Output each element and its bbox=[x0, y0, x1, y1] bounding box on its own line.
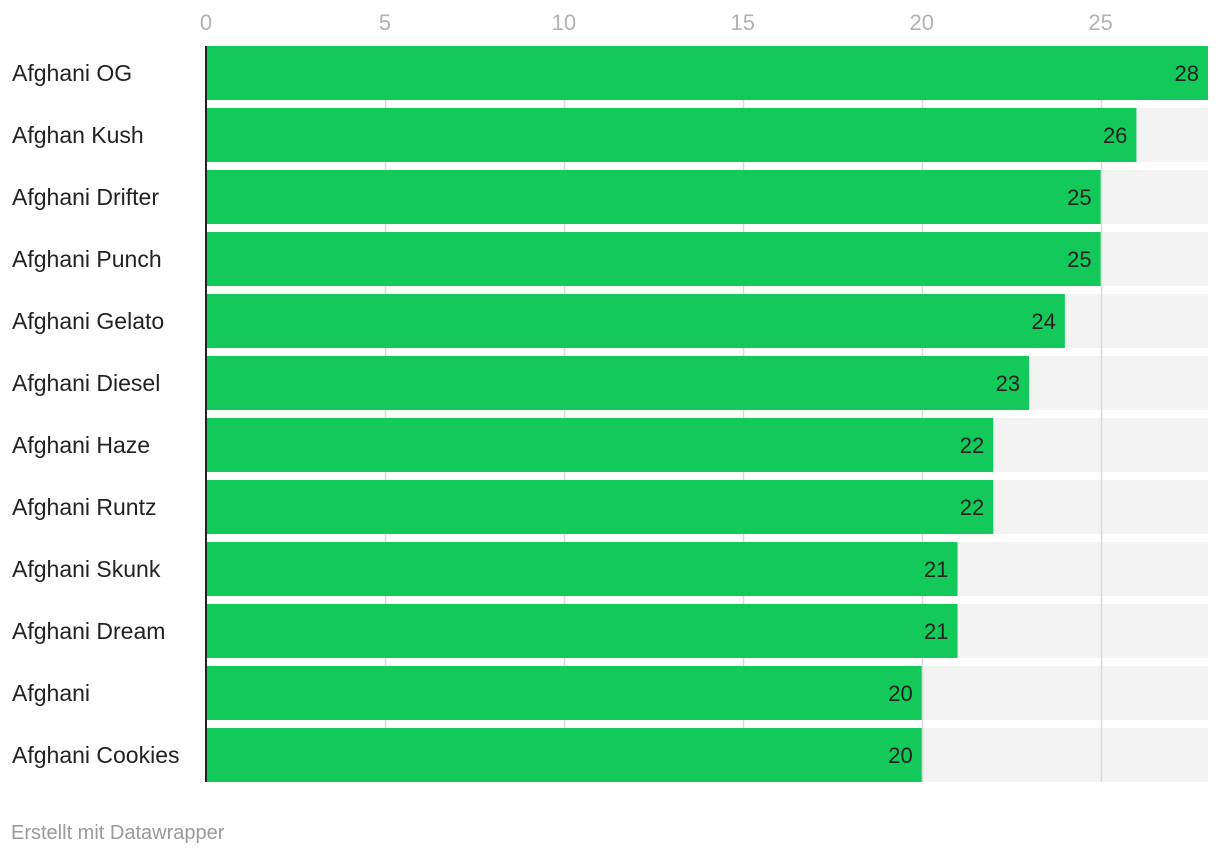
bar[interactable] bbox=[206, 294, 1065, 348]
value-label: 24 bbox=[1031, 309, 1055, 334]
value-label: 28 bbox=[1175, 61, 1199, 86]
footer-credit[interactable]: Erstellt mit Datawrapper bbox=[11, 822, 225, 844]
x-tick-label: 0 bbox=[200, 10, 212, 35]
category-label: Afghani Gelato bbox=[12, 308, 164, 334]
value-label: 22 bbox=[960, 495, 984, 520]
category-label: Afghani Runtz bbox=[12, 494, 156, 520]
bar[interactable] bbox=[206, 418, 994, 472]
bar[interactable] bbox=[206, 170, 1101, 224]
category-label: Afghani Dream bbox=[12, 618, 165, 644]
x-tick-label: 5 bbox=[379, 10, 391, 35]
value-label: 20 bbox=[888, 743, 912, 768]
category-label: Afghani bbox=[12, 680, 90, 706]
bar[interactable] bbox=[206, 356, 1030, 410]
value-label: 20 bbox=[888, 681, 912, 706]
value-label: 22 bbox=[960, 433, 984, 458]
value-label: 23 bbox=[996, 371, 1020, 396]
category-label: Afghan Kush bbox=[12, 122, 144, 148]
bar[interactable] bbox=[206, 108, 1137, 162]
label-layer: 0 5 10 15 20 25 Afghani OG 28 Afghan Kush 26 Afgha… bbox=[12, 10, 1199, 768]
value-label: 26 bbox=[1103, 123, 1127, 148]
gridline-layer bbox=[384, 46, 1103, 782]
x-tick-label: 20 bbox=[909, 10, 933, 35]
bar[interactable] bbox=[206, 666, 922, 720]
category-label: Afghani Skunk bbox=[12, 556, 161, 582]
x-tick-label: 10 bbox=[552, 10, 576, 35]
category-label: Afghani Haze bbox=[12, 432, 150, 458]
bar[interactable] bbox=[206, 542, 958, 596]
bar[interactable] bbox=[206, 604, 958, 658]
value-label: 21 bbox=[924, 557, 948, 582]
bar[interactable] bbox=[206, 46, 1208, 100]
value-label: 21 bbox=[924, 619, 948, 644]
x-tick-label: 25 bbox=[1088, 10, 1112, 35]
category-label: Afghani Punch bbox=[12, 246, 162, 272]
value-label: 25 bbox=[1067, 247, 1091, 272]
category-label: Afghani Cookies bbox=[12, 742, 180, 768]
bar-layer bbox=[206, 46, 1208, 782]
bar[interactable] bbox=[206, 728, 922, 782]
bar[interactable] bbox=[206, 480, 994, 534]
category-label: Afghani Drifter bbox=[12, 184, 159, 210]
category-label: Afghani OG bbox=[12, 60, 132, 86]
value-label: 25 bbox=[1067, 185, 1091, 210]
bar[interactable] bbox=[206, 232, 1101, 286]
x-tick-label: 15 bbox=[731, 10, 755, 35]
category-label: Afghani Diesel bbox=[12, 370, 160, 396]
